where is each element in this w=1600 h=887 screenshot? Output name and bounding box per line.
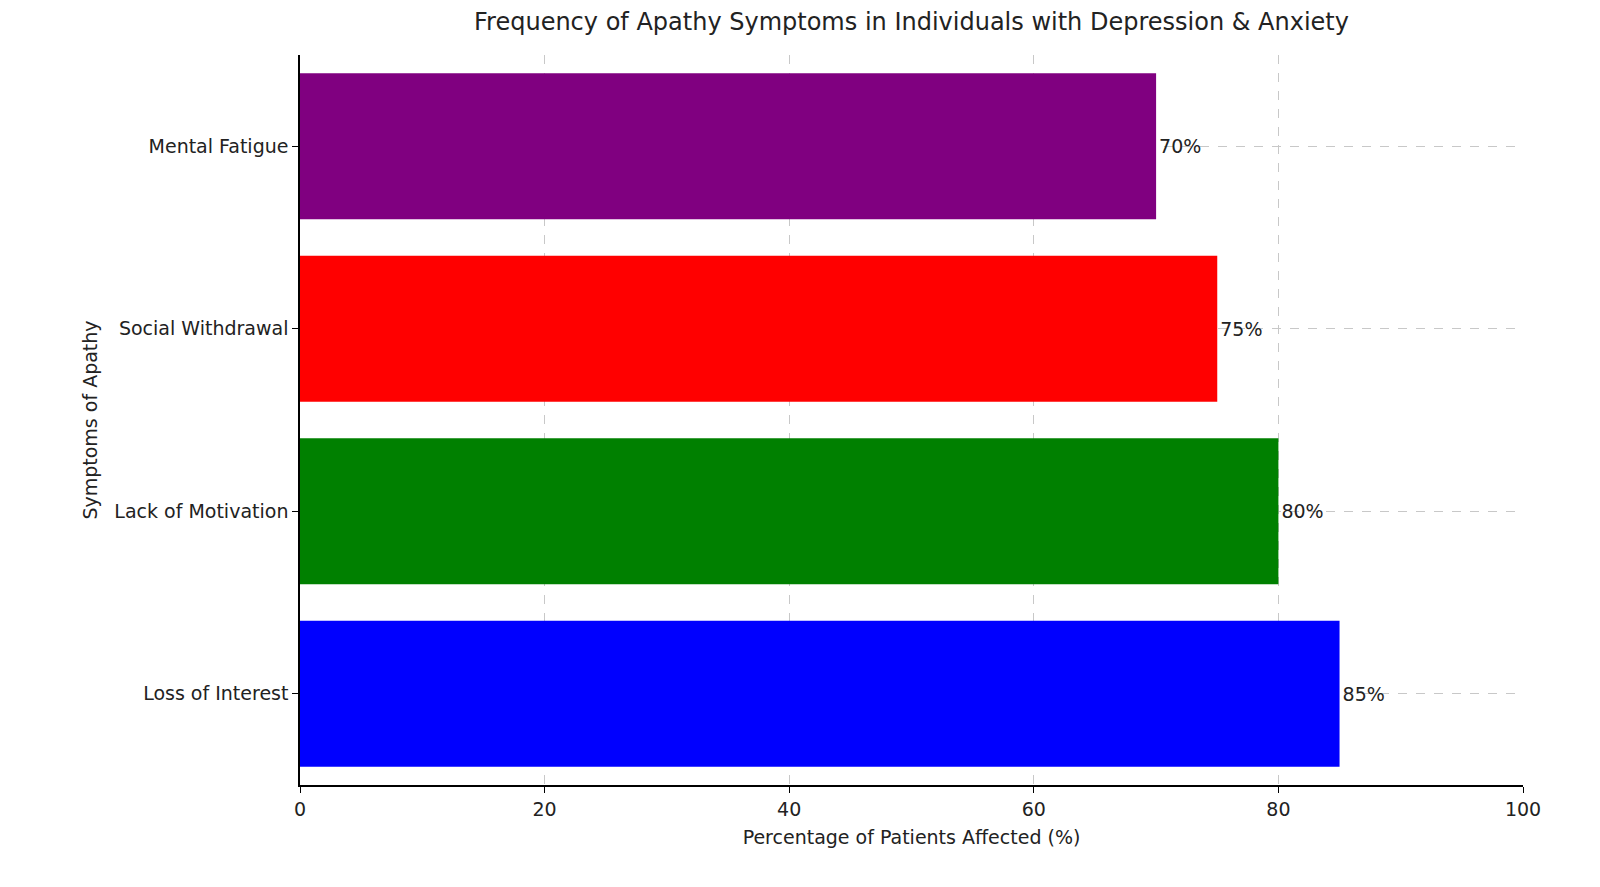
svg-text:70%: 70%	[1159, 135, 1201, 157]
svg-text:85%: 85%	[1343, 683, 1385, 705]
svg-text:Frequency of Apathy Symptoms i: Frequency of Apathy Symptoms in Individu…	[474, 8, 1349, 36]
svg-text:Percentage of Patients Affecte: Percentage of Patients Affected (%)	[743, 826, 1081, 848]
svg-text:Social Withdrawal: Social Withdrawal	[119, 317, 289, 339]
svg-text:Loss of Interest: Loss of Interest	[143, 682, 288, 704]
svg-text:80%: 80%	[1281, 500, 1323, 522]
svg-text:40: 40	[777, 798, 801, 820]
svg-text:Mental Fatigue: Mental Fatigue	[149, 135, 289, 157]
svg-text:Symptoms of Apathy: Symptoms of Apathy	[79, 320, 101, 519]
svg-text:20: 20	[533, 798, 557, 820]
svg-text:80: 80	[1266, 798, 1290, 820]
svg-text:60: 60	[1022, 798, 1046, 820]
svg-text:Lack of Motivation: Lack of Motivation	[114, 500, 288, 522]
svg-text:100: 100	[1505, 798, 1541, 820]
svg-text:75%: 75%	[1220, 318, 1262, 340]
svg-text:0: 0	[294, 798, 306, 820]
